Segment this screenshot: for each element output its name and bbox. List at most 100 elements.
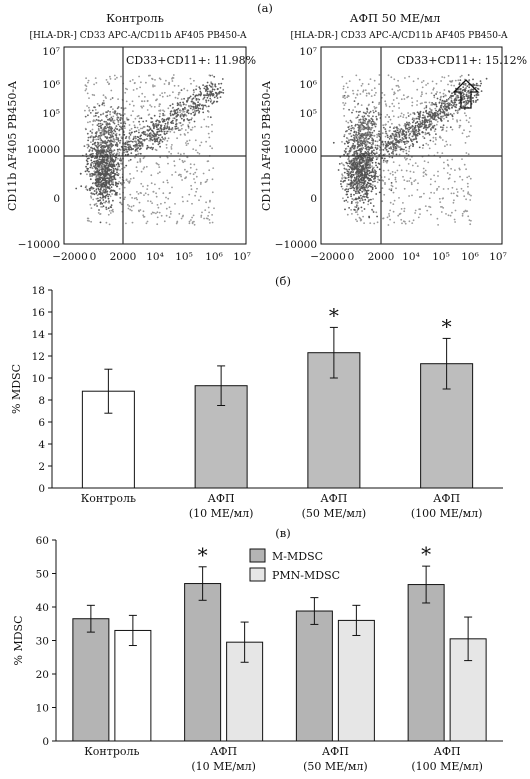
scatter-point <box>161 136 164 139</box>
scatter-point <box>373 149 375 152</box>
scatter-point <box>206 92 209 95</box>
scatter-afp-xtick: 0 <box>348 251 355 263</box>
scatter-point <box>203 96 206 99</box>
scatter-point <box>87 121 89 124</box>
legend-swatch <box>249 567 266 582</box>
scatter-point <box>165 207 168 210</box>
scatter-point <box>191 117 193 120</box>
scatter-point <box>430 129 432 131</box>
scatter-point <box>393 126 396 129</box>
scatter-point <box>105 162 108 165</box>
scatter-point <box>86 163 89 166</box>
scatter-point <box>450 192 453 195</box>
scatter-point <box>157 136 160 139</box>
scatter-point <box>112 178 114 181</box>
scatter-point <box>353 161 356 164</box>
scatter-point <box>91 93 94 96</box>
scatter-point <box>401 137 404 139</box>
scatter-point <box>95 168 98 171</box>
scatter-point <box>440 120 443 122</box>
scatter-point <box>141 145 144 148</box>
scatter-point <box>440 107 443 109</box>
scatter-point <box>140 137 143 140</box>
scatter-point <box>89 178 92 181</box>
scatter-point <box>97 160 100 163</box>
scatter-point <box>195 97 198 100</box>
scatter-point <box>96 194 99 197</box>
scatter-point <box>109 160 112 163</box>
scatter-point <box>154 183 156 186</box>
scatter-point <box>131 148 134 151</box>
scatter-point <box>424 125 427 127</box>
scatter-point <box>343 134 346 136</box>
scatter-point <box>211 123 213 126</box>
scatter-point <box>420 122 423 125</box>
scatter-point <box>145 120 148 122</box>
scatter-point <box>166 118 168 120</box>
scatter-point <box>153 135 155 138</box>
scatter-point <box>110 204 113 207</box>
scatter-point <box>178 129 180 132</box>
scatter-point <box>395 149 398 152</box>
scatter-point <box>173 84 176 87</box>
scatter-point <box>172 74 175 76</box>
scatter-point <box>205 88 207 91</box>
scatter-point <box>388 178 390 181</box>
scatter-point <box>210 81 213 83</box>
scatter-point <box>214 83 217 86</box>
scatter-point <box>215 94 218 96</box>
scatter-afp-subtitle: [HLA-DR-] CD33 APC-A/CD11b AF405 PB450-A <box>290 31 508 41</box>
scatter-point <box>103 144 105 147</box>
scatter-point <box>111 97 114 99</box>
scatter-point <box>465 152 468 154</box>
scatter-point <box>373 173 376 176</box>
scatter-point <box>156 211 159 214</box>
scatter-point <box>130 146 132 149</box>
scatter-point <box>451 158 454 161</box>
scatter-point <box>408 195 410 197</box>
scatter-point <box>468 86 471 89</box>
scatter-point <box>147 129 150 132</box>
scatter-point <box>100 133 103 136</box>
scatter-point <box>113 149 116 152</box>
scatter-point <box>101 103 104 106</box>
scatter-point <box>110 173 112 176</box>
scatter-point <box>135 146 138 148</box>
scatter-point <box>170 128 173 131</box>
scatter-point <box>134 117 137 120</box>
scatter-point <box>408 145 411 148</box>
scatter-point <box>374 185 376 188</box>
scatter-point <box>146 188 149 191</box>
scatter-point <box>340 185 343 188</box>
scatter-point <box>108 187 111 190</box>
scatter-point <box>208 136 211 139</box>
scatter-point <box>370 198 372 201</box>
scatter-point <box>112 183 115 186</box>
scatter-point <box>165 79 167 82</box>
scatter-point <box>428 115 431 117</box>
scatter-point <box>350 174 352 177</box>
scatter-point <box>422 127 425 129</box>
scatter-point <box>75 187 78 190</box>
scatter-point <box>92 182 95 184</box>
scatter-point <box>155 138 158 141</box>
scatter-point <box>90 159 93 162</box>
scatter-point <box>88 170 90 173</box>
scatter-point <box>114 167 117 170</box>
scatter-point <box>170 148 173 150</box>
scatter-point <box>347 158 350 161</box>
scatter-point <box>85 85 88 88</box>
scatter-point <box>103 171 105 174</box>
scatter-point <box>434 114 436 117</box>
scatter-point <box>109 212 112 214</box>
scatter-point <box>96 124 99 126</box>
scatter-point <box>346 96 349 99</box>
scatter-point <box>416 133 419 135</box>
scatter-point <box>407 140 410 143</box>
scatter-point <box>346 169 349 171</box>
scatter-point <box>378 74 381 76</box>
scatter-point <box>469 88 472 91</box>
scatter-point <box>112 189 115 192</box>
